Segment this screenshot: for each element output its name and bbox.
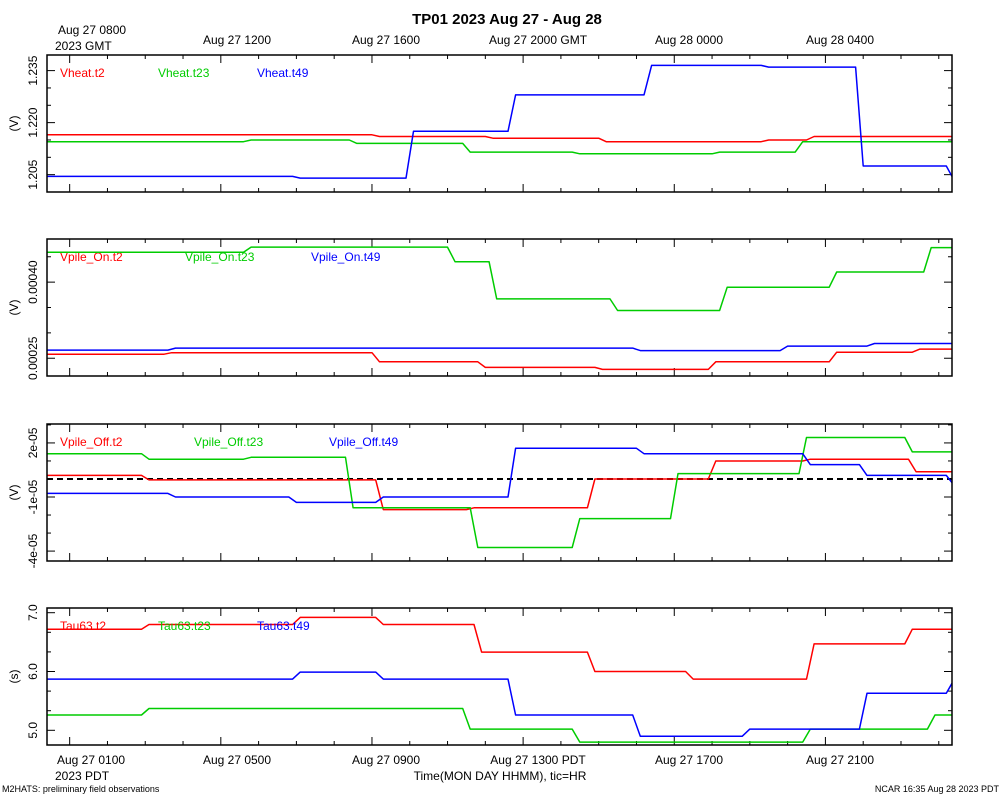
chart-title: TP01 2023 Aug 27 - Aug 28 <box>412 11 602 28</box>
top-axis-first-label-line2: 2023 GMT <box>55 39 112 53</box>
y-tick-label: 5.0 <box>26 722 40 739</box>
y-tick-label: 0.00025 <box>26 336 40 380</box>
panel-frame <box>46 238 953 377</box>
legend-entry: Tau63.t49 <box>257 619 310 633</box>
series-line-vpile-on-t23 <box>47 246 952 312</box>
y-tick-label: 1.235 <box>26 55 40 85</box>
top-axis-label: Aug 28 0400 <box>806 33 874 47</box>
bottom-axis-first-label-line1: Aug 27 0100 <box>57 753 125 767</box>
bottom-axis-label: Aug 27 0900 <box>352 753 420 767</box>
panel-frame <box>46 423 953 562</box>
bottom-axis-label: Aug 27 1700 <box>655 753 723 767</box>
legend-entry: Vheat.t2 <box>60 66 105 80</box>
legend-entry: Vheat.t49 <box>257 66 309 80</box>
legend-entry: Vpile_On.t2 <box>60 250 123 264</box>
legend-entry: Vpile_Off.t2 <box>60 435 123 449</box>
top-axis-label: Aug 27 1200 <box>203 33 271 47</box>
y-axis-label: (V) <box>7 116 21 132</box>
series-line-tau63-t49 <box>47 671 952 737</box>
panel-1: 1.205 1.220 1.235 (V) Vheat.t2 Vheat.t23 Vheat… <box>7 54 953 193</box>
y-tick-label: 2e-05 <box>26 427 40 458</box>
y-tick-label: 0.00040 <box>26 260 40 304</box>
series-line-vheat-t2 <box>47 134 952 143</box>
panel-4: 5.0 6.0 7.0 (s) Tau63.t2 Tau63.t23 Tau63.t49 <box>7 604 953 746</box>
series-line-vheat-t49 <box>47 64 952 179</box>
panel-3: -4e-05 -1e-05 2e-05 (V) Vpile_Off.t2 Vpile_Of… <box>7 423 953 568</box>
y-tick-label: 6.0 <box>26 663 40 680</box>
y-axis-label: (s) <box>7 670 21 684</box>
y-axis-label: (V) <box>7 485 21 501</box>
bottom-axis-label: Aug 27 2100 <box>806 753 874 767</box>
bottom-axis-label: Aug 27 1300 PDT <box>490 753 586 767</box>
panel-frame <box>46 607 953 746</box>
panel-frame <box>46 54 953 193</box>
series-line-vpile-on-t49 <box>47 342 952 352</box>
panel-2: 0.00025 0.00040 (V) Vpile_On.t2 Vpile_On.t23… <box>7 238 953 380</box>
top-axis-label: Aug 27 1600 <box>352 33 420 47</box>
legend-entry: Vheat.t23 <box>158 66 210 80</box>
legend-entry: Tau63.t23 <box>158 619 211 633</box>
series-line-tau63-t2 <box>47 616 952 680</box>
y-axis-label: (V) <box>7 300 21 316</box>
y-tick-label: 1.220 <box>26 107 40 137</box>
series-line-vpile-off-t23 <box>47 436 952 549</box>
legend-entry: Tau63.t2 <box>60 619 106 633</box>
top-axis-first-label-line1: Aug 27 0800 <box>58 23 126 37</box>
legend-entry: Vpile_Off.t49 <box>329 435 398 449</box>
series-line-vpile-off-t2 <box>47 458 952 511</box>
bottom-axis-label: Aug 27 0500 <box>203 753 271 767</box>
series-line-tau63-t23 <box>47 707 952 743</box>
bottom-axis-first-label-line2: 2023 PDT <box>55 769 110 783</box>
x-axis-title: Time(MON DAY HHMM), tic=HR <box>414 769 587 783</box>
top-axis-label: Aug 27 2000 GMT <box>489 33 588 47</box>
footer-right: NCAR 16:35 Aug 28 2023 PDT <box>875 784 1000 794</box>
legend-entry: Vpile_On.t49 <box>311 250 381 264</box>
y-tick-label: -4e-05 <box>26 533 40 568</box>
top-axis-label: Aug 28 0000 <box>655 33 723 47</box>
legend-entry: Vpile_Off.t23 <box>194 435 263 449</box>
legend-entry: Vpile_On.t23 <box>185 250 255 264</box>
footer-left: M2HATS: preliminary field observations <box>2 784 160 794</box>
y-tick-label: -1e-05 <box>26 479 40 514</box>
y-tick-label: 7.0 <box>26 604 40 621</box>
y-tick-label: 1.205 <box>26 159 40 189</box>
series-line-vpile-on-t2 <box>47 348 952 371</box>
series-line-vheat-t23 <box>47 139 952 155</box>
series-line-vpile-off-t49 <box>47 447 952 504</box>
